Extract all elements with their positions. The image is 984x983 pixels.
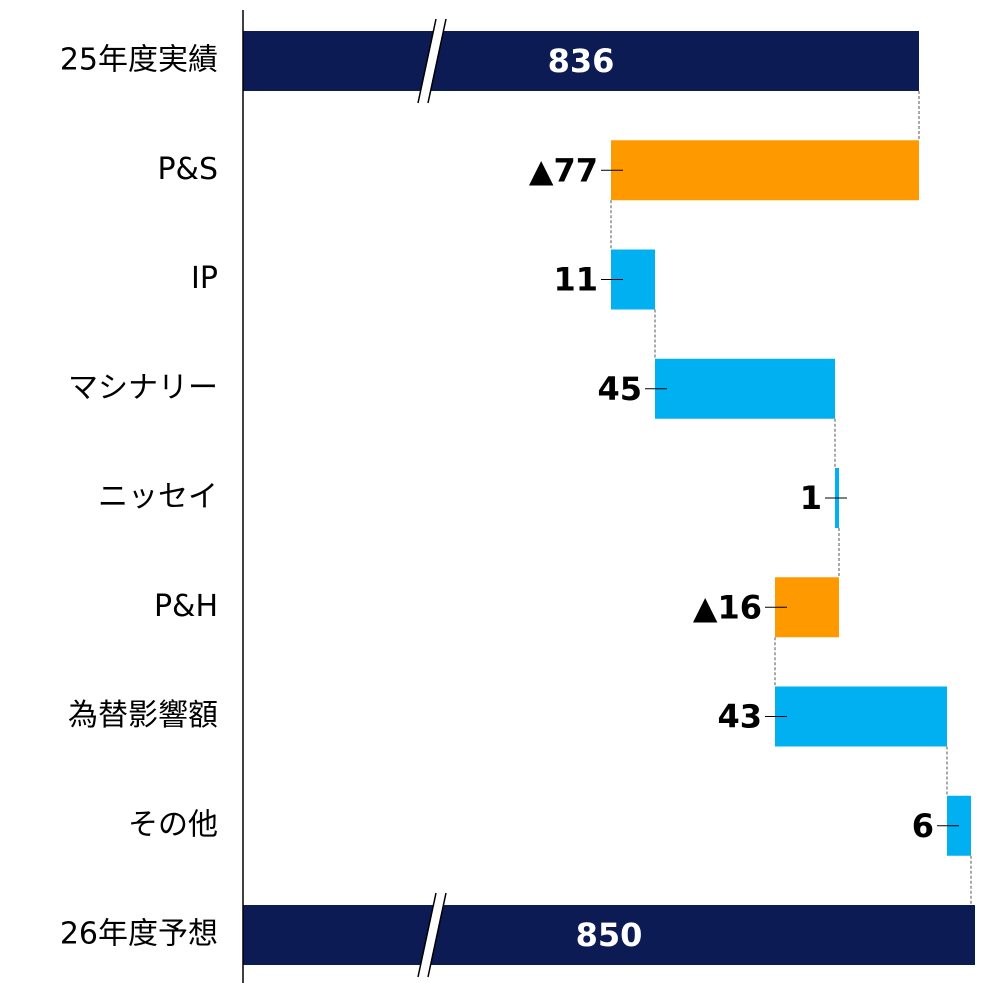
- axis-break-line: [417, 18, 437, 104]
- axis-break-line: [427, 892, 447, 978]
- axis-break: [418, 893, 446, 977]
- axis-break-line: [427, 18, 447, 104]
- bar: [655, 358, 835, 419]
- category-label: P&H: [154, 589, 218, 624]
- value-label: 1: [800, 479, 822, 517]
- bar: [243, 905, 975, 965]
- value-label: 6: [912, 807, 934, 845]
- category-label: ニッセイ: [98, 480, 218, 515]
- value-label: 43: [717, 698, 762, 736]
- total-label: 836: [548, 42, 615, 80]
- value-label: ▲16: [693, 588, 762, 626]
- value-label: 11: [553, 261, 598, 299]
- category-label: IP: [191, 261, 218, 296]
- bar: [775, 686, 947, 747]
- total-label: 850: [576, 916, 643, 954]
- bar: [611, 140, 919, 201]
- category-label: 25年度実績: [60, 43, 218, 78]
- value-label: ▲77: [529, 151, 598, 189]
- bar: [243, 31, 919, 91]
- category-label: マシナリー: [68, 370, 218, 405]
- category-label: 26年度予想: [60, 917, 218, 952]
- axis-break-line: [417, 892, 437, 978]
- category-label: その他: [128, 807, 218, 842]
- category-label: P&S: [157, 152, 218, 187]
- category-label: 為替影響額: [68, 698, 218, 733]
- axis-break: [418, 19, 446, 103]
- value-label: 45: [597, 370, 642, 408]
